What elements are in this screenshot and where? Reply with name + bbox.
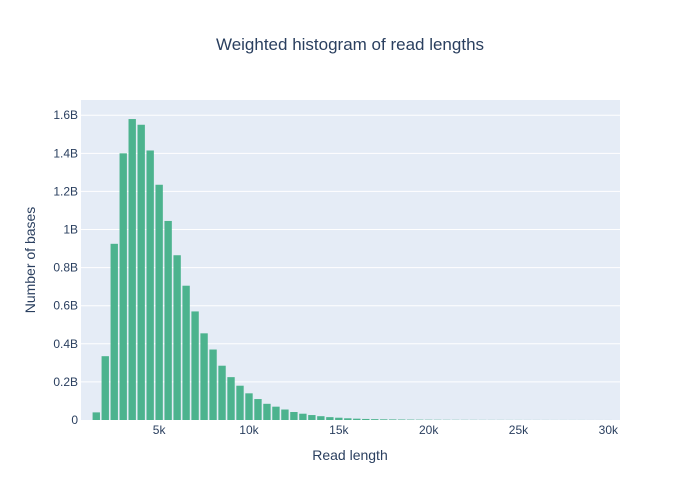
histogram-bar	[245, 393, 253, 420]
histogram-bar	[218, 365, 226, 420]
histogram-bar	[137, 124, 145, 420]
histogram-bar	[164, 220, 172, 420]
histogram-bar	[146, 150, 154, 421]
histogram-bar	[317, 416, 325, 420]
x-tick-label: 20k	[419, 423, 439, 437]
histogram-bar	[299, 413, 307, 420]
histogram-bar	[200, 333, 208, 420]
histogram-bar	[191, 311, 199, 420]
histogram-bar	[362, 418, 370, 420]
x-tick-label: 30k	[599, 423, 619, 437]
y-tick-label: 0.6B	[53, 299, 78, 313]
histogram-bar	[236, 385, 244, 420]
histogram-bar	[110, 243, 118, 420]
histogram-bar	[254, 399, 262, 420]
y-tick-label: 0.4B	[53, 337, 78, 351]
histogram-bar	[353, 418, 361, 420]
histogram-bar	[209, 349, 217, 420]
histogram-bar	[128, 119, 136, 421]
histogram-bar	[380, 419, 388, 420]
histogram-bar	[101, 356, 109, 420]
x-tick-label: 5k	[153, 423, 167, 437]
x-axis-ticks: 5k 10k 15k 20k 25k 30k	[153, 423, 619, 437]
histogram-bar	[272, 406, 280, 420]
chart-title: Weighted histogram of read lengths	[216, 35, 484, 54]
histogram-bar	[290, 412, 298, 420]
histogram-bar	[281, 409, 289, 420]
y-tick-label: 1.2B	[53, 184, 78, 198]
histogram-bar	[344, 418, 352, 420]
histogram-bar	[335, 417, 343, 420]
histogram-bar	[182, 285, 190, 420]
y-tick-label: 0.2B	[53, 375, 78, 389]
histogram-bar	[389, 419, 397, 420]
x-tick-label: 10k	[239, 423, 259, 437]
bars	[92, 119, 613, 421]
y-axis-title: Number of bases	[22, 207, 38, 314]
y-tick-label: 0	[71, 413, 78, 427]
histogram-bar	[326, 417, 334, 420]
y-tick-label: 0.8B	[53, 261, 78, 275]
y-tick-label: 1B	[63, 223, 78, 237]
histogram-bar	[92, 412, 100, 420]
histogram-bar	[371, 419, 379, 420]
histogram-bar	[173, 255, 181, 420]
y-tick-label: 1.6B	[53, 108, 78, 122]
x-axis-title: Read length	[312, 447, 388, 463]
y-axis-ticks: 0 0.2B 0.4B 0.6B 0.8B 1B 1.2B 1.4B 1.6B	[53, 108, 78, 427]
x-tick-label: 25k	[509, 423, 529, 437]
histogram-bar	[227, 377, 235, 420]
y-tick-label: 1.4B	[53, 146, 78, 160]
histogram-bar	[155, 184, 163, 420]
x-tick-label: 15k	[329, 423, 349, 437]
histogram-bar	[308, 415, 316, 420]
histogram-bar	[263, 403, 271, 420]
histogram-bar	[119, 153, 127, 420]
